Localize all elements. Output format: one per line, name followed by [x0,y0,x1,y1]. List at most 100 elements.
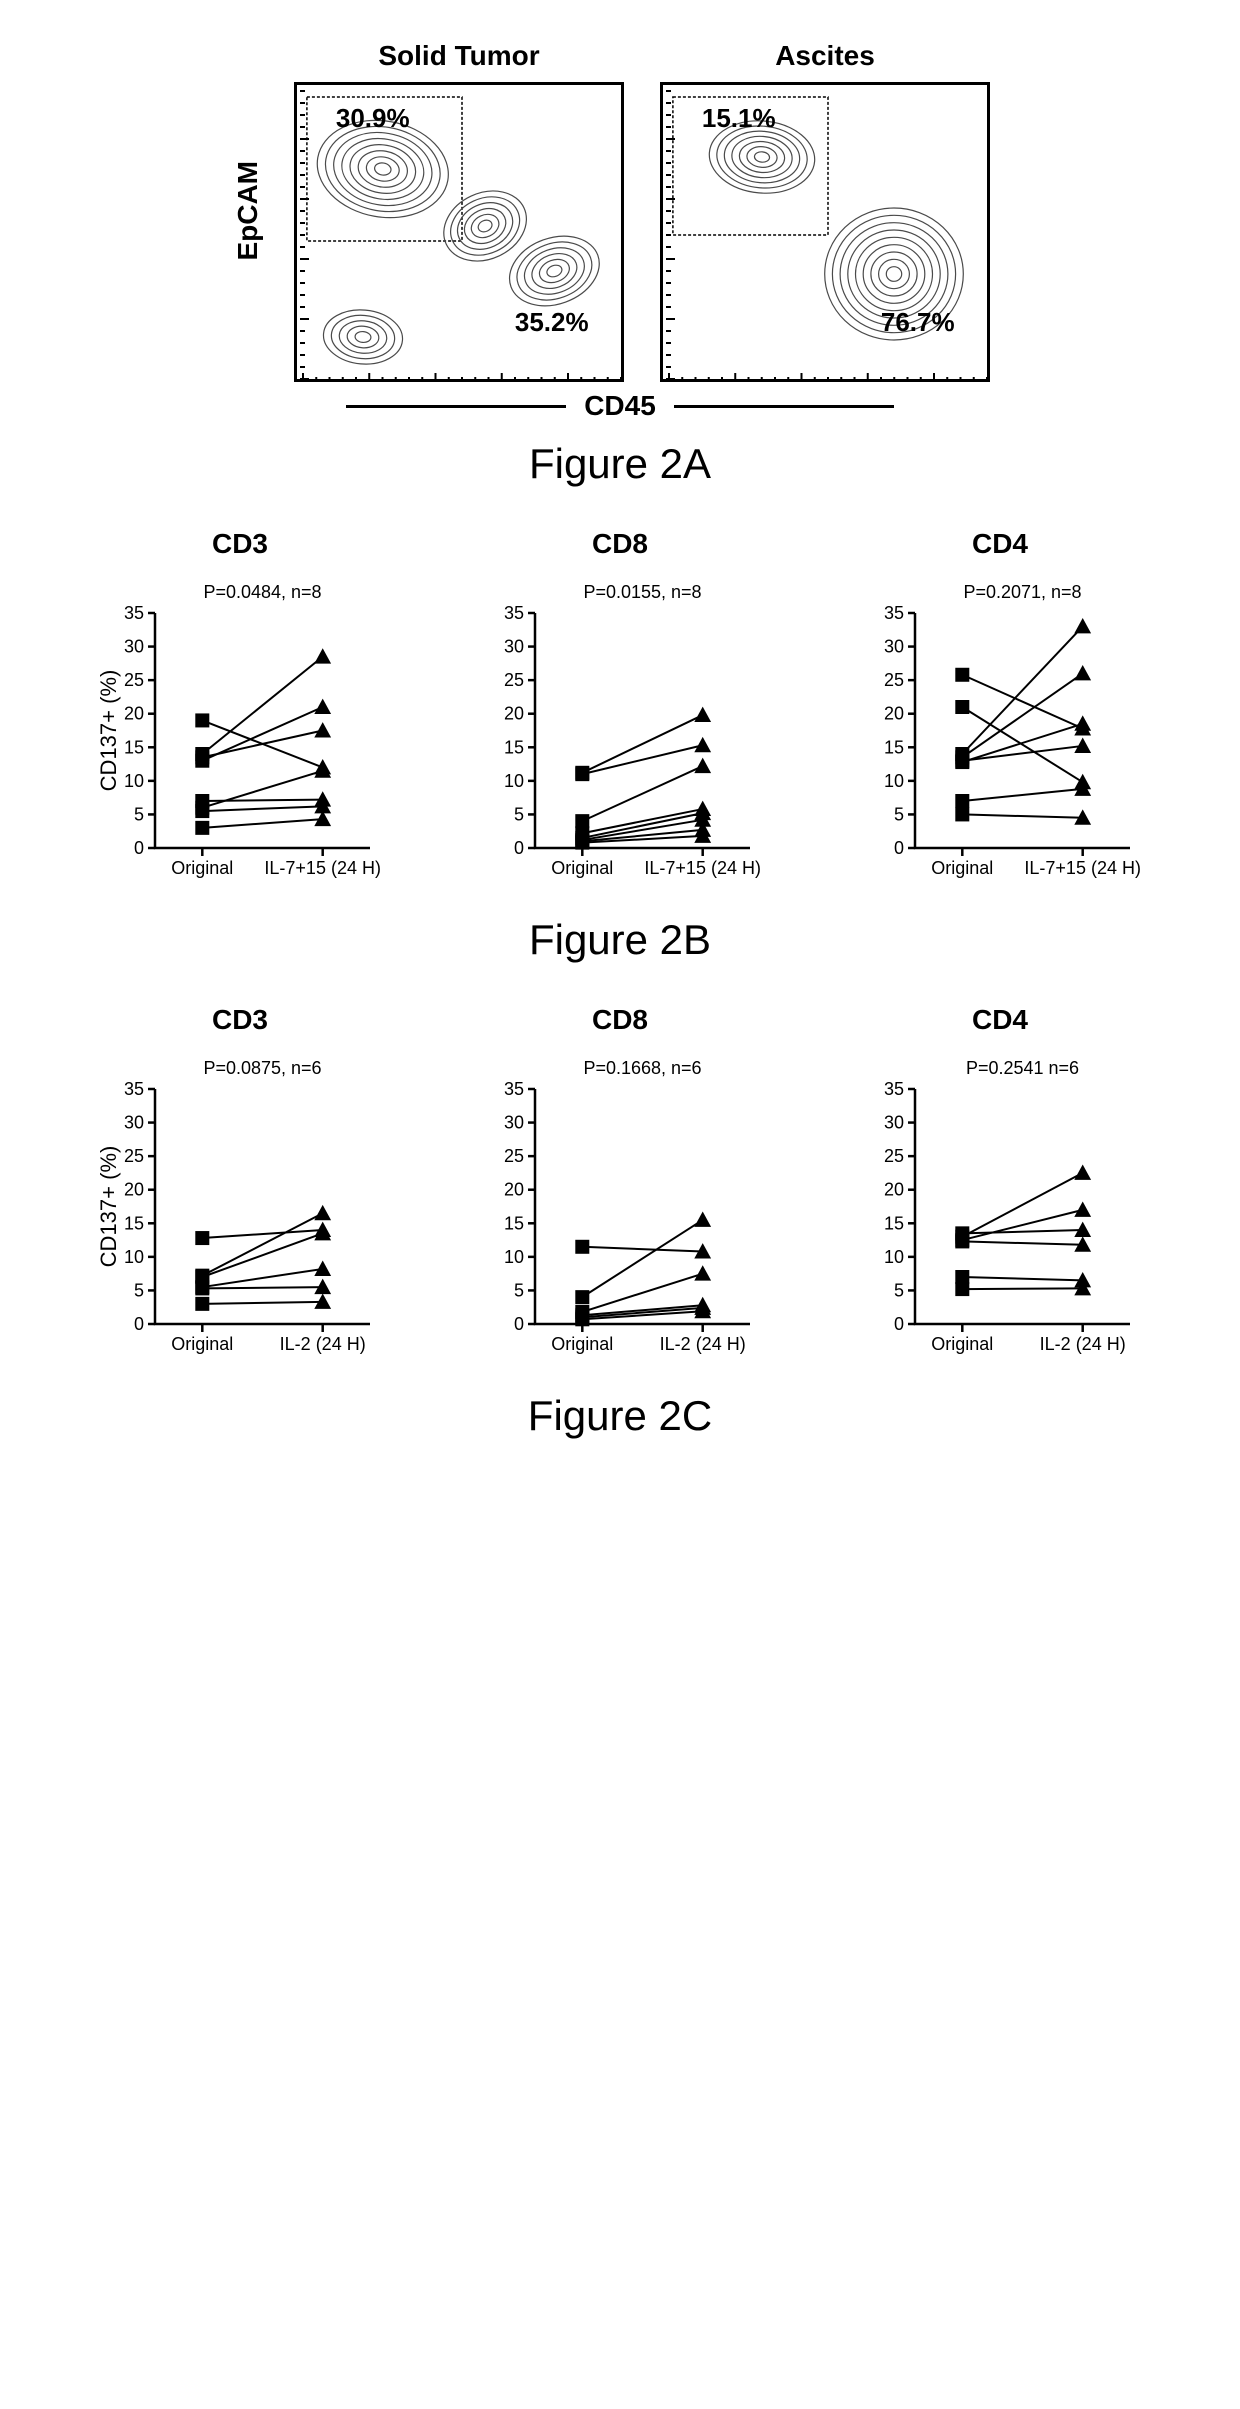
svg-text:CD137+ (%): CD137+ (%) [100,670,121,792]
svg-text:Original: Original [931,858,993,878]
svg-text:10: 10 [124,771,144,791]
svg-text:15: 15 [504,1213,524,1233]
svg-text:30: 30 [884,637,904,657]
paired-plot-svg: 05101520253035OriginalIL-2 (24 H)P=0.166… [480,1044,760,1374]
panel-title: Solid Tumor [378,40,539,72]
svg-text:25: 25 [124,670,144,690]
svg-text:Original: Original [171,1334,233,1354]
svg-text:P=0.0484, n=8: P=0.0484, n=8 [203,582,321,602]
svg-text:30: 30 [124,637,144,657]
paired-plot-cd8: CD8 0 5 10 15 20 25 30 35 Original IL-7+15 (24 H) P… [450,528,790,898]
svg-text:IL-2 (24 H): IL-2 (24 H) [660,1334,746,1354]
gate-label-upper-left: 30.9% [336,103,410,134]
x-axis-rule-left [346,405,566,408]
svg-text:P=0.2541 n=6: P=0.2541 n=6 [966,1058,1079,1078]
figure-2b-caption: Figure 2B [20,916,1220,964]
svg-text:25: 25 [504,1146,524,1166]
svg-text:IL-7+15 (24 H): IL-7+15 (24 H) [264,858,380,878]
svg-text:CD137+ (%): CD137+ (%) [100,1146,121,1268]
svg-text:15: 15 [124,1213,144,1233]
svg-text:15: 15 [884,1213,904,1233]
svg-text:30: 30 [504,1113,524,1133]
svg-text:35: 35 [504,603,524,623]
svg-text:15: 15 [124,737,144,757]
svg-text:IL-7+15 (24 H): IL-7+15 (24 H) [1024,858,1140,878]
svg-text:Original: Original [551,858,613,878]
svg-text:IL-2 (24 H): IL-2 (24 H) [1040,1334,1126,1354]
svg-text:35: 35 [884,603,904,623]
figure-2b: CD3 0 5 10 15 20 25 30 35 Original IL-7+15 (24 H) P… [20,528,1220,898]
svg-text:20: 20 [124,1180,144,1200]
svg-text:IL-2 (24 H): IL-2 (24 H) [280,1334,366,1354]
figure-2a-y-axis-label: EpCAM [232,161,264,261]
svg-text:30: 30 [884,1113,904,1133]
figure-2a: EpCAM Solid Tumor 30.9% 35.2% Ascites 15.1% 7… [20,40,1220,422]
svg-text:20: 20 [504,1180,524,1200]
svg-text:5: 5 [514,804,524,824]
svg-text:0: 0 [134,838,144,858]
svg-text:Original: Original [171,858,233,878]
svg-text:5: 5 [894,804,904,824]
svg-text:20: 20 [124,704,144,724]
paired-plot-cd4: CD405101520253035OriginalIL-2 (24 H)P=0.… [830,1004,1170,1374]
figure-2c: CD3 0 5 10 15 20 25 30 35 Original IL-2 (24 H) P=0.… [20,1004,1220,1374]
svg-text:25: 25 [124,1146,144,1166]
paired-plot-cd3: CD305101520253035OriginalIL-2 (24 H)P=0.… [70,1004,410,1374]
panel-title: CD3 [212,528,268,560]
contour-plot: 15.1% 76.7% [660,82,990,382]
paired-plot-svg: 05101520253035OriginalIL-2 (24 H)P=0.254… [860,1044,1140,1374]
paired-plot-svg: 0 5 10 15 20 25 30 35 Original IL-7+15 (24 H) P=0.… [480,568,760,898]
panel-title: Ascites [775,40,875,72]
panel-title: CD8 [592,528,648,560]
gate-label-upper-left: 15.1% [702,103,776,134]
svg-text:20: 20 [884,704,904,724]
gate-label-lower-right: 76.7% [881,307,955,338]
panel-title: CD4 [972,528,1028,560]
figure-2a-caption: Figure 2A [20,440,1220,488]
svg-text:30: 30 [504,637,524,657]
gate-label-lower-right: 35.2% [515,307,589,338]
paired-plot-cd3: CD3 0 5 10 15 20 25 30 35 Original IL-7+15 (24 H) P… [70,528,410,898]
svg-text:0: 0 [514,838,524,858]
svg-text:P=0.1668, n=6: P=0.1668, n=6 [583,1058,701,1078]
flow-panel-solid-tumor: Solid Tumor 30.9% 35.2% [294,40,624,382]
svg-text:35: 35 [884,1079,904,1099]
svg-text:5: 5 [134,804,144,824]
panel-title: CD8 [592,1004,648,1036]
svg-text:10: 10 [884,771,904,791]
svg-text:35: 35 [124,1079,144,1099]
svg-text:35: 35 [124,603,144,623]
svg-text:0: 0 [134,1314,144,1334]
svg-text:20: 20 [884,1180,904,1200]
paired-plot-cd4: CD4 0 5 10 15 20 25 30 35 Original IL-7+15 (24 H) P… [830,528,1170,898]
svg-text:25: 25 [504,670,524,690]
svg-text:15: 15 [884,737,904,757]
svg-text:P=0.0155, n=8: P=0.0155, n=8 [583,582,701,602]
svg-text:P=0.0875, n=6: P=0.0875, n=6 [203,1058,321,1078]
figure-2c-caption: Figure 2C [20,1392,1220,1440]
svg-text:15: 15 [504,737,524,757]
panel-title: CD3 [212,1004,268,1036]
contour-plot: 30.9% 35.2% [294,82,624,382]
figure-2a-x-label-text: CD45 [584,390,656,422]
paired-plot-svg: 0 5 10 15 20 25 30 35 Original IL-7+15 (24 H) P=0.… [100,568,380,898]
svg-text:25: 25 [884,670,904,690]
flow-panel-ascites: Ascites 15.1% 76.7% [660,40,990,382]
figure-2a-panels-row: EpCAM Solid Tumor 30.9% 35.2% Ascites 15.1% 7… [232,40,1008,382]
svg-text:0: 0 [514,1314,524,1334]
svg-text:Original: Original [931,1334,993,1354]
paired-plot-svg: 05101520253035OriginalIL-2 (24 H)P=0.087… [100,1044,380,1374]
svg-text:10: 10 [504,1247,524,1267]
svg-text:10: 10 [884,1247,904,1267]
svg-text:10: 10 [504,771,524,791]
svg-text:0: 0 [894,1314,904,1334]
svg-text:20: 20 [504,704,524,724]
svg-text:IL-7+15 (24 H): IL-7+15 (24 H) [644,858,760,878]
svg-text:P=0.2071, n=8: P=0.2071, n=8 [963,582,1081,602]
svg-text:35: 35 [504,1079,524,1099]
paired-plot-svg: 0 5 10 15 20 25 30 35 Original IL-7+15 (24 H) P=0.… [860,568,1140,898]
paired-plot-cd8: CD805101520253035OriginalIL-2 (24 H)P=0.… [450,1004,790,1374]
svg-text:0: 0 [894,838,904,858]
svg-text:5: 5 [514,1280,524,1300]
x-axis-rule-right [674,405,894,408]
